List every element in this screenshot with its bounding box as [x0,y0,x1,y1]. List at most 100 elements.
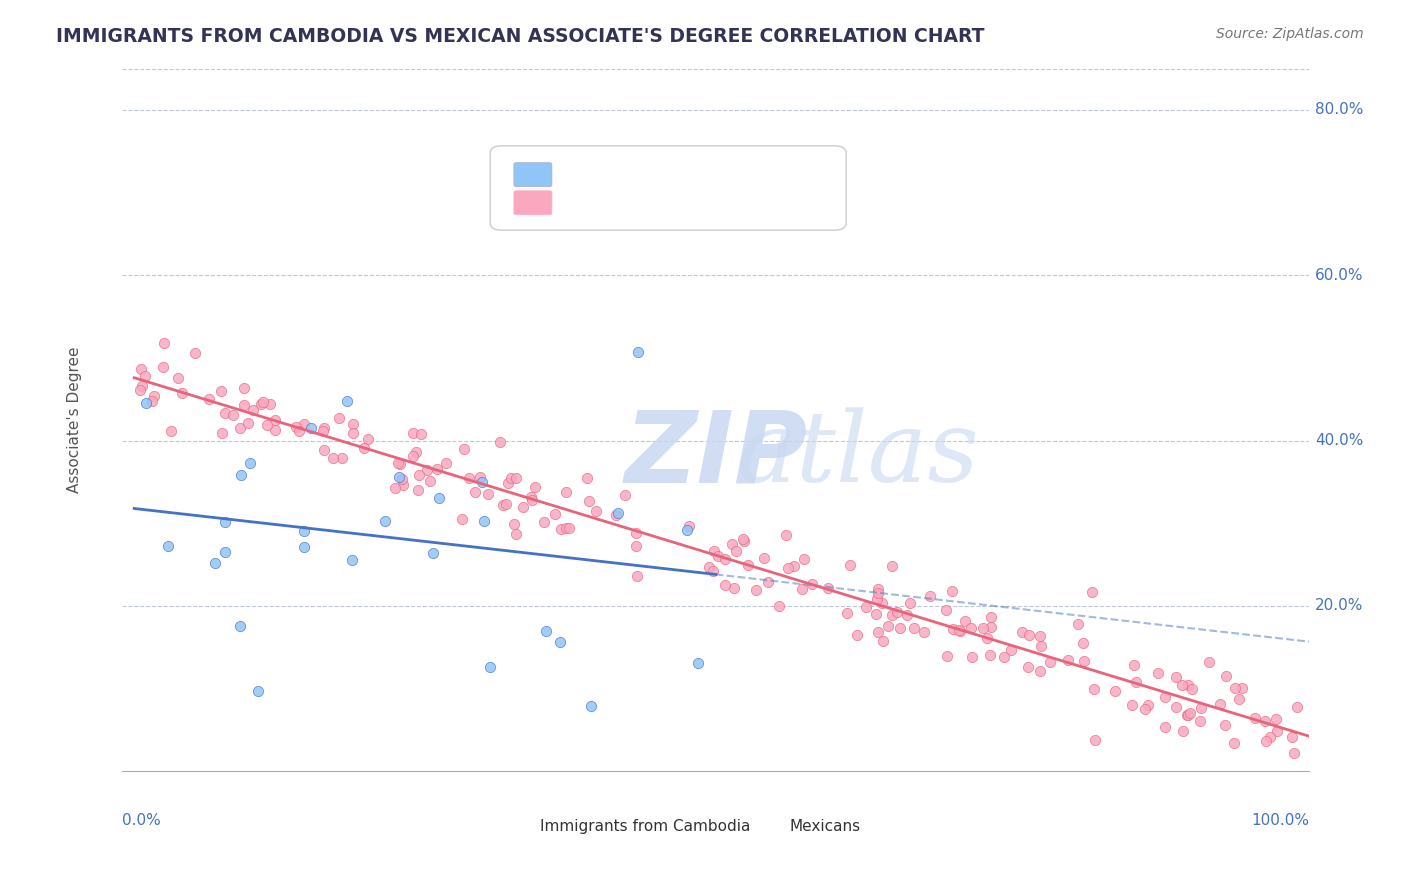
Point [328,411,350,425]
Point [256,418,278,433]
Point [330,450,353,465]
Point [468,470,491,484]
Point [697,560,720,574]
Point [142,389,165,403]
Point [387,456,409,470]
Point [427,491,450,505]
Point [1166,700,1188,714]
Point [702,565,724,579]
Point [1177,678,1199,692]
Point [575,471,598,485]
Point [845,628,868,642]
Text: 60.0%: 60.0% [1315,268,1364,283]
Point [160,424,183,438]
Point [835,607,858,621]
Text: R = -0.262   N= 28: R = -0.262 N= 28 [561,167,706,182]
Point [322,450,344,465]
Point [1281,731,1303,745]
Point [898,597,921,611]
Point [960,650,983,665]
Point [782,559,804,574]
Point [534,624,557,639]
Text: Immigrants from Cambodia: Immigrants from Cambodia [540,819,751,834]
FancyBboxPatch shape [506,815,537,839]
Text: 20.0%: 20.0% [1315,599,1364,614]
FancyBboxPatch shape [515,162,553,186]
Text: ZIP: ZIP [624,407,807,504]
Point [299,421,322,435]
Point [1223,735,1246,749]
Point [868,625,890,640]
Point [745,582,768,597]
Point [941,583,963,598]
Point [1125,675,1147,690]
Point [416,463,439,477]
Point [129,383,152,397]
Point [152,359,174,374]
Point [488,435,510,450]
Point [1073,654,1095,668]
Point [548,635,571,649]
Point [229,467,252,482]
Text: Mexicans: Mexicans [789,819,860,834]
Point [607,506,630,520]
Point [384,481,406,495]
Point [1286,699,1309,714]
Point [222,408,245,422]
Point [1147,665,1170,680]
Point [252,394,274,409]
Point [471,475,494,490]
Point [512,500,534,515]
Point [1017,660,1039,674]
Point [949,624,972,638]
Point [626,539,648,553]
Point [533,516,555,530]
Point [868,582,890,597]
Point [450,512,472,526]
Point [1031,639,1053,653]
Point [1067,616,1090,631]
Point [976,631,998,645]
Text: Associate's Degree: Associate's Degree [67,347,83,493]
Point [499,471,522,485]
Point [936,649,959,664]
Point [229,619,252,633]
Point [865,607,887,621]
Point [408,468,430,483]
Point [1189,714,1212,729]
Point [1153,690,1175,704]
Point [232,381,254,395]
Point [336,393,359,408]
Point [284,420,307,434]
Point [882,559,904,574]
Point [129,362,152,376]
Point [993,650,1015,665]
Point [903,621,925,635]
Point [1123,658,1146,673]
Point [477,487,499,501]
Point [134,369,156,384]
Point [555,485,578,500]
Point [523,480,546,494]
Point [1083,682,1105,697]
Point [724,544,747,558]
Point [886,606,908,620]
Point [1018,628,1040,642]
Point [1057,653,1080,667]
Point [1264,712,1286,726]
Point [453,442,475,457]
Point [250,397,273,411]
Point [409,427,432,442]
Point [920,589,942,603]
Point [800,577,823,591]
Point [183,345,205,359]
Point [707,549,730,563]
Point [723,581,745,595]
Point [214,515,236,529]
Point [1198,656,1220,670]
Point [624,526,647,541]
Text: 40.0%: 40.0% [1315,434,1364,448]
Point [342,425,364,440]
Point [1121,698,1143,712]
Point [374,514,396,528]
